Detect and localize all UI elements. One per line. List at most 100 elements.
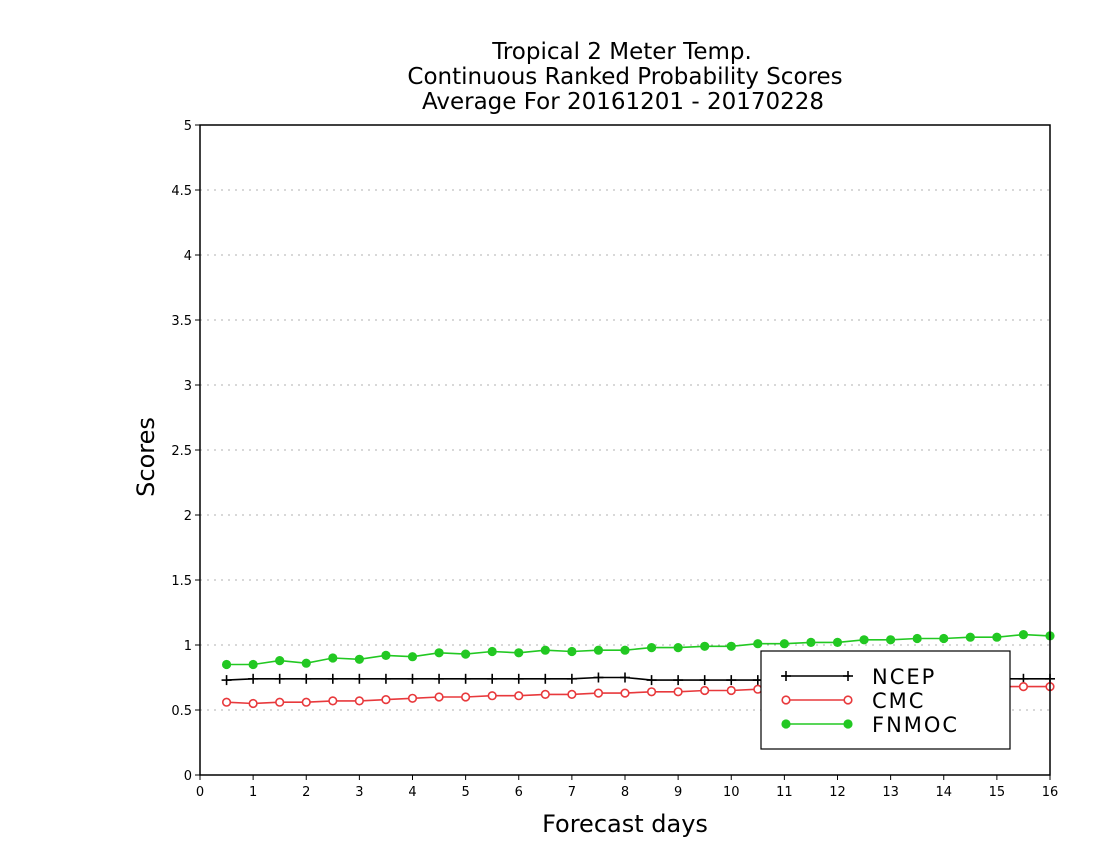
data-point-fnmoc [487, 646, 497, 657]
data-point-fnmoc [965, 632, 975, 642]
x-tick-label: 7 [568, 785, 576, 800]
legend-marker [781, 719, 791, 729]
data-point-ncep [726, 675, 737, 686]
y-tick-label: 3 [184, 379, 192, 394]
legend-label-cmc: CMC [872, 689, 925, 713]
data-point-fnmoc [514, 648, 524, 658]
data-point-cmc [514, 691, 524, 701]
y-tick-label: 5 [184, 119, 192, 134]
data-point-fnmoc [939, 633, 949, 644]
x-tick-label: 5 [461, 785, 469, 800]
data-point-cmc [646, 687, 657, 697]
x-tick-label: 8 [621, 785, 629, 800]
data-point-cmc [328, 696, 338, 706]
data-point-cmc [354, 696, 364, 706]
legend-marker [843, 695, 853, 705]
x-tick-label: 4 [408, 785, 416, 800]
x-tick-label: 11 [776, 785, 793, 800]
data-point-cmc [487, 691, 497, 701]
data-point-ncep [513, 673, 524, 684]
legend-item-fnmoc: FNMOC [781, 713, 959, 737]
data-point-ncep [380, 673, 391, 684]
data-point-fnmoc [354, 654, 364, 664]
data-point-cmc [434, 692, 444, 702]
data-point-fnmoc [646, 643, 657, 653]
data-point-cmc [461, 692, 471, 702]
data-point-ncep [248, 673, 259, 684]
data-point-cmc [248, 698, 258, 709]
data-point-ncep [699, 675, 710, 686]
data-point-ncep [646, 675, 657, 686]
x-tick-label: 3 [355, 785, 363, 800]
legend-marker [843, 719, 853, 729]
data-point-fnmoc [301, 658, 311, 668]
data-point-cmc [726, 685, 736, 696]
y-tick-label: 1 [184, 639, 192, 654]
legend-item-ncep: NCEP [781, 665, 936, 689]
data-point-fnmoc [593, 645, 604, 655]
x-tick-label: 14 [935, 785, 952, 800]
legend-label-ncep: NCEP [872, 665, 936, 689]
data-point-cmc [540, 689, 550, 700]
data-point-fnmoc [434, 648, 444, 658]
y-tick-label: 2.5 [171, 444, 192, 459]
x-tick-label: 1 [249, 785, 257, 800]
y-tick-label: 1.5 [171, 574, 192, 589]
data-point-fnmoc [992, 632, 1002, 642]
data-point-ncep [487, 673, 498, 684]
chart-title-line-2: Continuous Ranked Probability Scores [407, 64, 842, 90]
series-fnmoc [221, 630, 1055, 670]
legend-marker [781, 671, 791, 681]
data-point-cmc [673, 687, 683, 697]
legend-marker [781, 695, 791, 705]
data-point-fnmoc [381, 650, 391, 661]
y-tick-label: 2 [184, 509, 192, 524]
data-point-fnmoc [726, 641, 736, 651]
x-tick-label: 9 [674, 785, 682, 800]
data-point-fnmoc [540, 645, 550, 655]
grid-lines [200, 189, 1050, 711]
data-point-fnmoc [806, 637, 816, 648]
x-tick-label: 13 [882, 785, 899, 800]
data-point-ncep [274, 673, 285, 684]
data-point-cmc [700, 685, 710, 696]
data-point-fnmoc [779, 639, 789, 649]
chart-title-line-3: Average For 20161201 - 20170228 [422, 89, 824, 115]
y-tick-label: 4.5 [171, 184, 192, 199]
data-point-cmc [381, 694, 391, 705]
y-tick-label: 4 [184, 249, 192, 264]
data-point-fnmoc [912, 633, 922, 644]
data-point-ncep [540, 673, 551, 684]
data-point-fnmoc [328, 653, 338, 663]
data-point-fnmoc [673, 643, 683, 653]
data-point-ncep [301, 673, 312, 684]
data-point-ncep [673, 675, 684, 686]
chart-title-line-1: Tropical 2 Meter Temp. [491, 39, 752, 65]
y-tick-label: 0.5 [171, 704, 192, 719]
data-point-fnmoc [407, 652, 418, 662]
data-point-fnmoc [832, 637, 843, 648]
x-axis: 0 1 2 3 4 5 6 7 8 9 10 11 12 13 14 15 16 [196, 775, 1058, 800]
chart-title: Tropical 2 Meter Temp. Continuous Ranked… [407, 39, 842, 115]
legend-marker [843, 671, 853, 681]
x-tick-label: 16 [1042, 785, 1059, 800]
x-tick-label: 12 [829, 785, 846, 800]
y-tick-label: 0 [184, 769, 192, 784]
data-point-fnmoc [700, 641, 710, 651]
data-point-cmc [593, 688, 604, 698]
data-point-ncep [566, 673, 577, 684]
data-point-fnmoc [461, 649, 471, 659]
data-point-fnmoc [1018, 630, 1029, 640]
x-tick-label: 10 [723, 785, 740, 800]
data-point-ncep [221, 675, 232, 686]
data-point-ncep [434, 673, 445, 684]
x-tick-label: 15 [989, 785, 1006, 800]
data-point-cmc [620, 688, 630, 698]
legend-label-fnmoc: FNMOC [872, 713, 959, 737]
data-point-ncep [327, 673, 338, 684]
y-axis: 0 0.5 1 1.5 2 2.5 3 3.5 4 4.5 5 [171, 119, 200, 784]
data-point-fnmoc [620, 645, 630, 655]
data-point-fnmoc [275, 656, 285, 666]
data-point-cmc [567, 689, 577, 700]
